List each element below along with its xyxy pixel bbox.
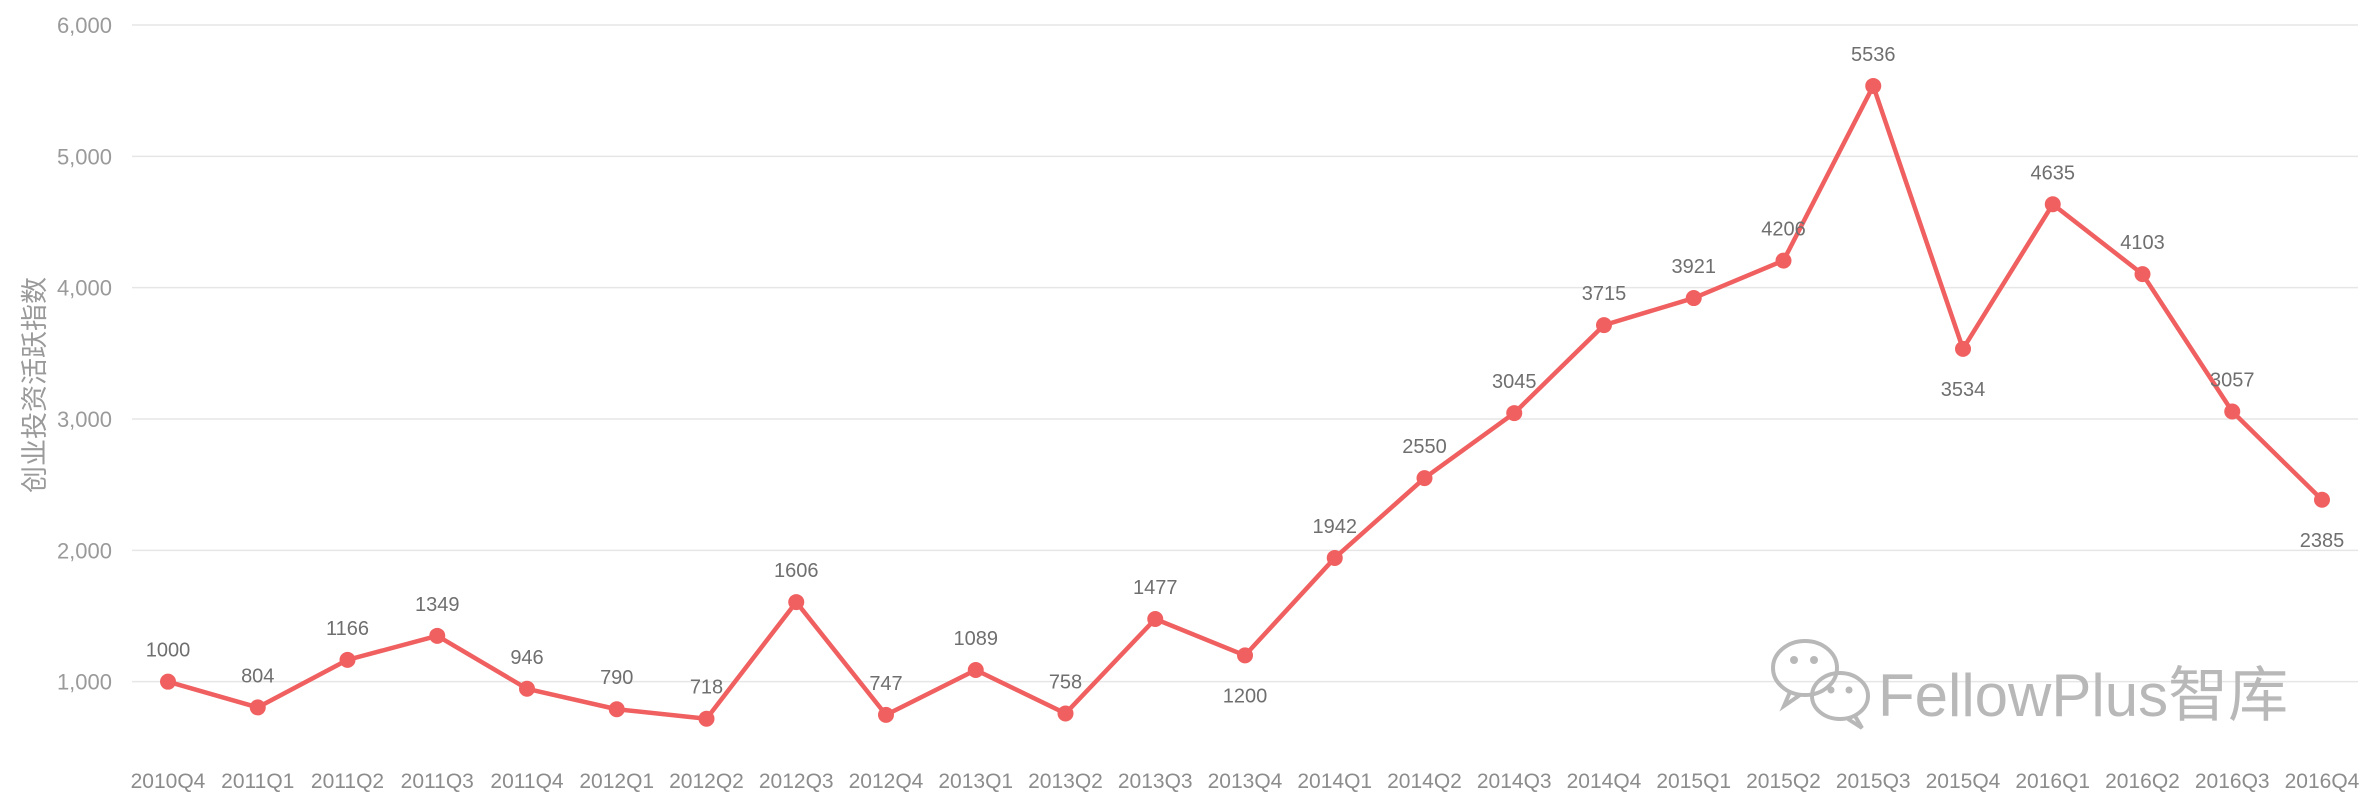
data-label: 4103 bbox=[2120, 232, 2165, 254]
data-point bbox=[1506, 405, 1523, 422]
x-tick-label: 2011Q4 bbox=[490, 770, 563, 793]
x-tick-label: 2015Q3 bbox=[1836, 770, 1911, 793]
data-label: 1166 bbox=[326, 618, 369, 640]
data-label: 718 bbox=[690, 677, 723, 699]
data-label: 747 bbox=[869, 673, 902, 695]
x-tick-label: 2014Q2 bbox=[1387, 770, 1462, 793]
data-label: 1349 bbox=[415, 594, 460, 616]
data-point bbox=[2134, 266, 2151, 283]
data-label: 3715 bbox=[1582, 283, 1627, 305]
x-tick-label: 2016Q3 bbox=[2195, 770, 2270, 793]
grid-lines bbox=[132, 24, 2358, 683]
y-axis-label: 创业投资活跃指数 bbox=[20, 277, 50, 493]
x-tick-label: 2016Q2 bbox=[2105, 770, 2180, 793]
x-tick-label: 2011Q1 bbox=[221, 770, 294, 793]
y-tick-label: 1,000 bbox=[57, 670, 112, 695]
x-tick-label: 2015Q1 bbox=[1656, 770, 1731, 793]
x-tick-label: 2016Q4 bbox=[2285, 770, 2360, 793]
data-label: 790 bbox=[600, 667, 633, 689]
wechat-icon bbox=[1771, 639, 1870, 730]
data-point bbox=[519, 680, 535, 697]
data-label: 3534 bbox=[1941, 379, 1986, 401]
data-label: 1942 bbox=[1313, 516, 1358, 538]
x-tick-label: 2012Q4 bbox=[849, 770, 924, 793]
data-point bbox=[608, 701, 625, 718]
data-label: 2385 bbox=[2300, 530, 2345, 552]
data-point bbox=[2224, 403, 2241, 420]
y-tick-label: 2,000 bbox=[57, 538, 112, 563]
series-line bbox=[167, 83, 2324, 721]
data-point bbox=[1147, 611, 1164, 628]
data-point bbox=[429, 627, 446, 644]
x-tick-label: 2015Q2 bbox=[1746, 770, 1821, 793]
data-label: 5536 bbox=[1851, 44, 1896, 66]
y-tick-label: 6,000 bbox=[57, 13, 112, 38]
data-point bbox=[1775, 252, 1792, 269]
data-point bbox=[1057, 705, 1074, 722]
data-point bbox=[788, 594, 805, 611]
x-axis-ticks: 2010Q4 2011Q1 2011Q2 2011Q3 2011Q4 2012Q1 2012… bbox=[131, 770, 2360, 793]
data-point bbox=[1416, 470, 1433, 487]
x-tick-label: 2014Q4 bbox=[1567, 770, 1642, 793]
data-label: 1477 bbox=[1133, 577, 1178, 599]
data-point bbox=[1955, 340, 1971, 357]
data-point bbox=[339, 651, 356, 668]
data-point bbox=[2314, 491, 2330, 508]
x-tick-label: 2014Q3 bbox=[1477, 770, 1552, 793]
watermark-text: FellowPlus智库 bbox=[1878, 662, 2288, 729]
x-tick-label: 2013Q1 bbox=[938, 770, 1013, 793]
x-tick-label: 2011Q3 bbox=[401, 770, 474, 793]
data-label: 1200 bbox=[1223, 685, 1268, 707]
x-tick-label: 2012Q1 bbox=[579, 770, 654, 793]
data-point bbox=[698, 710, 715, 727]
data-label: 4635 bbox=[2031, 162, 2076, 184]
x-tick-label: 2012Q3 bbox=[759, 770, 834, 793]
data-point bbox=[967, 661, 984, 678]
x-tick-label: 2012Q2 bbox=[669, 770, 744, 793]
x-tick-label: 2011Q2 bbox=[311, 770, 384, 793]
data-point bbox=[1596, 317, 1612, 334]
data-points bbox=[160, 77, 2330, 727]
data-point bbox=[1685, 290, 1702, 307]
y-tick-label: 3,000 bbox=[57, 407, 112, 432]
data-point bbox=[2044, 196, 2061, 213]
watermark: FellowPlus智库 bbox=[1771, 639, 2288, 730]
data-point bbox=[249, 699, 266, 716]
data-label: 1606 bbox=[774, 560, 819, 582]
y-tick-label: 4,000 bbox=[57, 276, 112, 301]
data-labels: 1000 804 1166 1349 946 790 718 1606 747 1089 758 14… bbox=[146, 44, 2345, 707]
x-tick-label: 2013Q3 bbox=[1118, 770, 1193, 793]
data-point bbox=[1865, 77, 1882, 94]
y-axis-ticks: 1,000 2,000 3,000 4,000 5,000 6,000 bbox=[57, 13, 112, 695]
data-label: 2550 bbox=[1402, 436, 1447, 458]
data-label: 4206 bbox=[1761, 219, 1806, 241]
data-label: 3045 bbox=[1492, 371, 1537, 393]
x-tick-label: 2013Q2 bbox=[1028, 770, 1103, 793]
y-tick-label: 5,000 bbox=[57, 144, 112, 169]
data-label: 1089 bbox=[954, 628, 999, 650]
data-label: 804 bbox=[241, 665, 274, 687]
x-tick-label: 2015Q4 bbox=[1926, 770, 2001, 793]
data-point bbox=[160, 673, 176, 690]
x-tick-label: 2014Q1 bbox=[1297, 770, 1372, 793]
x-tick-label: 2010Q4 bbox=[131, 770, 206, 793]
data-label: 758 bbox=[1049, 671, 1082, 693]
data-point bbox=[1326, 549, 1343, 566]
x-tick-label: 2016Q1 bbox=[2015, 770, 2090, 793]
data-point bbox=[1237, 647, 1253, 664]
data-label: 3057 bbox=[2210, 370, 2255, 392]
data-label: 3921 bbox=[1672, 256, 1717, 278]
data-label: 1000 bbox=[146, 640, 191, 662]
x-tick-label: 2013Q4 bbox=[1208, 770, 1283, 793]
data-point bbox=[878, 706, 894, 723]
data-label: 946 bbox=[510, 647, 543, 669]
